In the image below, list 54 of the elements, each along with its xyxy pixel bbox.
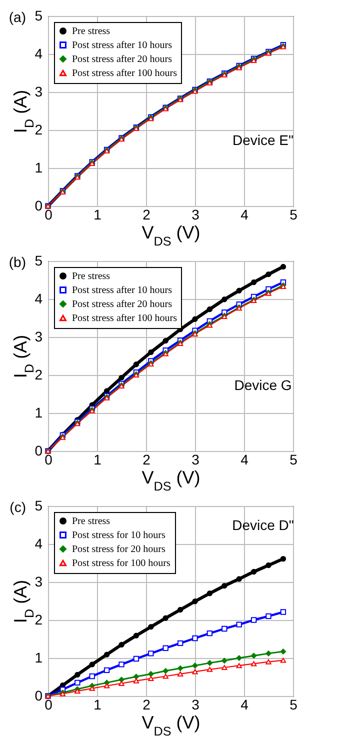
- legend-label: Pre stress: [72, 26, 110, 37]
- x-tick-label: 2: [142, 696, 151, 712]
- y-tick-label: 3: [34, 328, 43, 344]
- legend-label: Post stress after 10 hours: [72, 40, 172, 51]
- chart-title: (c): [10, 499, 26, 515]
- y-tick-label: 5: [34, 8, 43, 24]
- x-tick-label: 5: [290, 206, 298, 222]
- legend-label: Post stress after 20 hours: [72, 54, 172, 65]
- legend-label: Post stress for 20 hours: [72, 544, 166, 555]
- x-tick-label: 2: [142, 452, 151, 468]
- legend-label: Post stress after 100 hours: [72, 313, 178, 324]
- x-tick-label: 3: [192, 696, 200, 712]
- x-tick-label: 2: [142, 206, 151, 222]
- y-tick-label: 1: [34, 650, 43, 666]
- y-tick-label: 4: [34, 290, 43, 306]
- y-tick-label: 3: [34, 574, 43, 590]
- x-tick-label: 0: [44, 452, 53, 468]
- x-tick-label: 4: [240, 452, 249, 468]
- y-tick-label: 1: [34, 404, 43, 420]
- y-tick-label: 5: [34, 252, 43, 268]
- legend-label: Post stress after 20 hours: [72, 299, 172, 310]
- x-tick-label: 5: [290, 452, 298, 468]
- x-tick-label: 0: [44, 206, 53, 222]
- x-tick-label: 4: [240, 206, 249, 222]
- legend-label: Post stress after 100 hours: [72, 68, 178, 79]
- y-tick-label: 3: [34, 84, 43, 100]
- annotation: Device D": [232, 517, 294, 533]
- y-tick-label: 4: [34, 536, 43, 552]
- legend-label: Post stress for 100 hours: [72, 558, 170, 569]
- y-tick-label: 2: [34, 366, 43, 382]
- x-tick-label: 1: [94, 206, 102, 222]
- legend-label: Post stress after 10 hours: [72, 285, 172, 296]
- chart-title: (b): [8, 254, 26, 270]
- annotation: Device G: [234, 377, 292, 393]
- x-axis-title: V$_{DS}$ (V): [142, 468, 200, 494]
- legend-label: Pre stress: [72, 516, 110, 527]
- annotation: Device E": [232, 132, 294, 148]
- x-tick-label: 3: [192, 452, 200, 468]
- legend-label: Post stress for 10 hours: [72, 530, 166, 541]
- x-axis-title: V$_{DS}$ (V): [142, 712, 200, 738]
- y-tick-label: 1: [34, 160, 43, 176]
- x-axis-title: V$_{DS}$ (V): [142, 222, 200, 248]
- x-tick-label: 1: [94, 452, 102, 468]
- x-tick-label: 5: [290, 696, 298, 712]
- x-tick-label: 0: [44, 696, 53, 712]
- y-tick-label: 2: [34, 612, 43, 628]
- chart-title: (a): [8, 9, 26, 25]
- y-tick-label: 4: [34, 46, 43, 62]
- x-tick-label: 4: [240, 696, 249, 712]
- x-tick-label: 3: [192, 206, 200, 222]
- y-tick-label: 5: [34, 498, 43, 514]
- legend-label: Pre stress: [72, 271, 110, 282]
- x-tick-label: 1: [94, 696, 102, 712]
- y-tick-label: 2: [34, 122, 43, 138]
